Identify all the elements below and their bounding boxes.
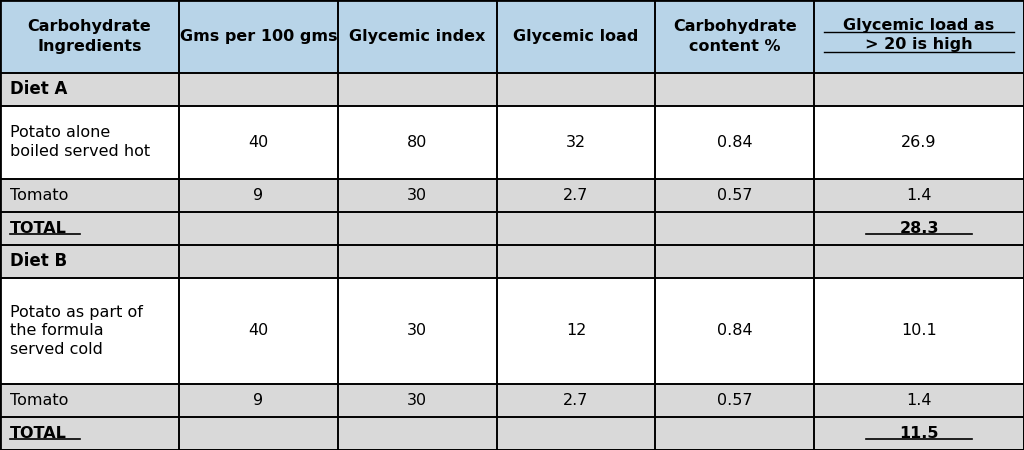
Text: Glycemic index: Glycemic index bbox=[349, 29, 485, 44]
Bar bbox=[338, 417, 497, 450]
Text: Tomato: Tomato bbox=[10, 188, 69, 203]
Text: TOTAL: TOTAL bbox=[10, 426, 68, 441]
Text: Glycemic load: Glycemic load bbox=[513, 29, 639, 44]
Text: Diet A: Diet A bbox=[10, 81, 68, 99]
Bar bbox=[179, 212, 338, 245]
Text: Glycemic load as: Glycemic load as bbox=[844, 18, 994, 33]
Text: 32: 32 bbox=[566, 135, 586, 150]
Bar bbox=[497, 179, 655, 212]
Text: 28.3: 28.3 bbox=[899, 221, 939, 236]
Bar bbox=[814, 212, 1024, 245]
Text: Potato as part of
the formula
served cold: Potato as part of the formula served col… bbox=[10, 305, 143, 357]
Text: TOTAL: TOTAL bbox=[10, 221, 68, 236]
Bar bbox=[497, 212, 655, 245]
Text: 2.7: 2.7 bbox=[563, 188, 589, 203]
Bar bbox=[814, 417, 1024, 450]
Bar bbox=[179, 278, 338, 384]
Text: 0.57: 0.57 bbox=[717, 393, 753, 408]
Bar bbox=[0, 0, 179, 73]
Text: Carbohydrate
content %: Carbohydrate content % bbox=[673, 19, 797, 54]
Text: 0.57: 0.57 bbox=[717, 188, 753, 203]
Bar bbox=[0, 245, 179, 278]
Bar bbox=[814, 245, 1024, 278]
Bar bbox=[655, 384, 814, 417]
Bar bbox=[338, 106, 497, 179]
Bar bbox=[497, 417, 655, 450]
Bar bbox=[814, 73, 1024, 106]
Bar bbox=[655, 278, 814, 384]
Bar bbox=[179, 417, 338, 450]
Bar bbox=[497, 384, 655, 417]
Bar bbox=[179, 106, 338, 179]
Bar bbox=[655, 106, 814, 179]
Text: 80: 80 bbox=[408, 135, 427, 150]
Text: Tomato: Tomato bbox=[10, 393, 69, 408]
Bar bbox=[338, 0, 497, 73]
Text: 9: 9 bbox=[254, 393, 263, 408]
Text: Diet B: Diet B bbox=[10, 252, 68, 270]
Bar bbox=[0, 384, 179, 417]
Bar bbox=[655, 73, 814, 106]
Text: 2.7: 2.7 bbox=[563, 393, 589, 408]
Bar bbox=[814, 384, 1024, 417]
Bar bbox=[497, 278, 655, 384]
Bar bbox=[179, 0, 338, 73]
Bar bbox=[0, 212, 179, 245]
Bar bbox=[655, 179, 814, 212]
Bar bbox=[338, 212, 497, 245]
Text: 40: 40 bbox=[249, 135, 268, 150]
Bar bbox=[655, 245, 814, 278]
Bar bbox=[655, 212, 814, 245]
Bar bbox=[814, 0, 1024, 73]
Bar bbox=[497, 106, 655, 179]
Text: Gms per 100 gms: Gms per 100 gms bbox=[180, 29, 337, 44]
Bar bbox=[338, 384, 497, 417]
Text: 11.5: 11.5 bbox=[899, 426, 939, 441]
Bar bbox=[655, 0, 814, 73]
Text: 30: 30 bbox=[408, 393, 427, 408]
Bar bbox=[179, 73, 338, 106]
Bar bbox=[338, 278, 497, 384]
Text: 10.1: 10.1 bbox=[901, 324, 937, 338]
Bar bbox=[0, 106, 179, 179]
Text: > 20 is high: > 20 is high bbox=[865, 37, 973, 52]
Text: 26.9: 26.9 bbox=[901, 135, 937, 150]
Text: 12: 12 bbox=[566, 324, 586, 338]
Text: 40: 40 bbox=[249, 324, 268, 338]
Bar bbox=[338, 245, 497, 278]
Bar bbox=[814, 106, 1024, 179]
Bar bbox=[0, 179, 179, 212]
Bar bbox=[338, 73, 497, 106]
Bar bbox=[814, 278, 1024, 384]
Text: 0.84: 0.84 bbox=[717, 324, 753, 338]
Text: Potato alone
boiled served hot: Potato alone boiled served hot bbox=[10, 126, 151, 159]
Text: 30: 30 bbox=[408, 324, 427, 338]
Text: 9: 9 bbox=[254, 188, 263, 203]
Bar bbox=[179, 245, 338, 278]
Text: 30: 30 bbox=[408, 188, 427, 203]
Bar bbox=[497, 73, 655, 106]
Bar bbox=[814, 179, 1024, 212]
Text: 0.84: 0.84 bbox=[717, 135, 753, 150]
Text: Carbohydrate
Ingredients: Carbohydrate Ingredients bbox=[28, 19, 152, 54]
Bar bbox=[0, 278, 179, 384]
Bar bbox=[338, 179, 497, 212]
Bar bbox=[0, 73, 179, 106]
Bar bbox=[179, 384, 338, 417]
Bar bbox=[179, 179, 338, 212]
Text: 1.4: 1.4 bbox=[906, 188, 932, 203]
Bar bbox=[497, 245, 655, 278]
Bar bbox=[0, 417, 179, 450]
Bar bbox=[497, 0, 655, 73]
Text: 1.4: 1.4 bbox=[906, 393, 932, 408]
Bar bbox=[655, 417, 814, 450]
